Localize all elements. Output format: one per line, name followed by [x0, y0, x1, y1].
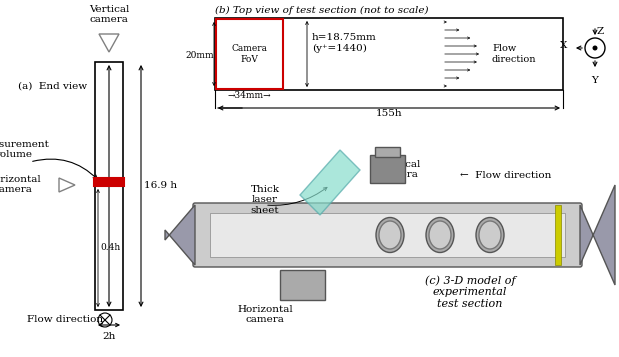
Bar: [280, 270, 325, 300]
Bar: [215, 18, 563, 90]
Text: 2h: 2h: [102, 332, 116, 341]
Text: Y: Y: [592, 76, 599, 85]
Bar: [210, 213, 565, 257]
Text: Camera
FoV: Camera FoV: [232, 44, 267, 64]
Ellipse shape: [476, 217, 504, 252]
Text: 155h: 155h: [376, 109, 402, 118]
Text: Vertical
camera: Vertical camera: [89, 5, 129, 24]
Bar: [94, 178, 124, 186]
Text: →34mm→: →34mm→: [228, 91, 271, 100]
Text: Flow
direction: Flow direction: [492, 44, 537, 64]
Text: Horizontal
camera: Horizontal camera: [237, 305, 293, 325]
Text: h=18.75mm
(y⁺=1440): h=18.75mm (y⁺=1440): [312, 34, 377, 53]
Text: 16.9 h: 16.9 h: [144, 181, 177, 191]
Text: Measurement
volume: Measurement volume: [0, 140, 50, 159]
FancyBboxPatch shape: [193, 203, 582, 267]
Bar: [375, 147, 400, 157]
Polygon shape: [165, 205, 195, 265]
Ellipse shape: [479, 221, 501, 249]
Text: Thick
laser
sheet: Thick laser sheet: [251, 185, 280, 215]
Text: 0.4h: 0.4h: [100, 243, 120, 252]
Ellipse shape: [426, 217, 454, 252]
Text: X: X: [560, 41, 567, 50]
Text: Z: Z: [597, 27, 604, 36]
Text: 20mm: 20mm: [185, 51, 214, 60]
Ellipse shape: [379, 221, 401, 249]
Bar: [95, 62, 123, 310]
Ellipse shape: [376, 217, 404, 252]
Bar: [216, 19, 283, 89]
Text: ←  Flow direction: ← Flow direction: [460, 171, 552, 180]
Bar: [370, 155, 405, 183]
Text: (b) Top view of test section (not to scale): (b) Top view of test section (not to sca…: [215, 6, 428, 15]
Text: (a)  End view: (a) End view: [18, 82, 87, 91]
Text: (c) 3-D model of
experimental
test section: (c) 3-D model of experimental test secti…: [425, 275, 515, 309]
Text: Horizontal
camera: Horizontal camera: [0, 175, 41, 195]
Polygon shape: [580, 185, 615, 285]
Polygon shape: [300, 150, 360, 215]
Bar: [555, 205, 561, 265]
Circle shape: [592, 45, 597, 50]
Text: Vertical
camera: Vertical camera: [380, 160, 420, 180]
Ellipse shape: [429, 221, 451, 249]
Text: Flow direction: Flow direction: [27, 316, 103, 325]
